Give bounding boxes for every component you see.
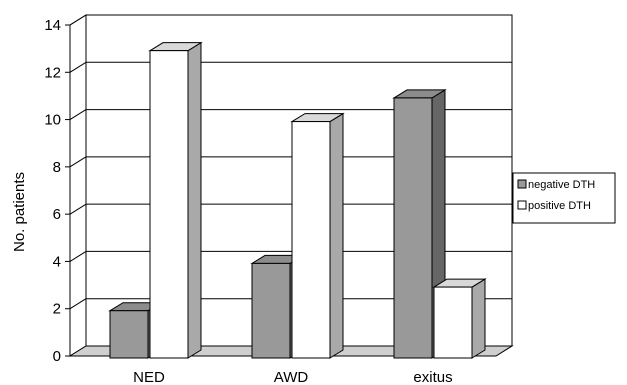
x-tick-labels: NED AWD exitus <box>133 369 452 385</box>
side-wall <box>69 14 87 357</box>
y-tick-label: 6 <box>53 206 61 223</box>
legend-label: negative DTH <box>528 179 595 191</box>
y-tick-label: 12 <box>44 64 61 81</box>
legend-box <box>512 172 616 224</box>
x-tick-label: AWD <box>274 369 309 385</box>
gridline-side <box>69 251 87 262</box>
y-axis-label: No. patients <box>11 172 28 252</box>
axes <box>65 24 71 357</box>
bar-AWD-positive-DTH <box>290 112 345 359</box>
gridline-side <box>69 14 87 26</box>
y-tick-label: 10 <box>44 112 61 129</box>
bar-front <box>109 310 149 359</box>
legend: negative DTH positive DTH <box>512 172 616 224</box>
y-tick-label: 8 <box>53 159 61 176</box>
legend-swatch <box>517 200 527 210</box>
bar-front <box>433 286 473 359</box>
y-tick-label: 0 <box>53 348 61 365</box>
bar-front <box>149 50 189 359</box>
gridline-side <box>69 61 87 73</box>
bars <box>108 41 487 359</box>
y-tick-labels: 0 2 4 6 8 10 12 14 <box>44 17 61 365</box>
bar-exitus-positive-DTH <box>432 278 487 359</box>
bar-front <box>393 97 433 359</box>
y-tick-label: 4 <box>53 253 61 270</box>
gridline-side <box>69 203 87 215</box>
bar-side <box>329 112 344 359</box>
legend-label: positive DTH <box>528 200 591 212</box>
y-tick-label: 14 <box>44 17 61 34</box>
gridline-side <box>69 298 87 310</box>
x-tick-label: exitus <box>413 369 452 385</box>
bar-front <box>291 121 331 359</box>
gridline-side <box>69 109 87 120</box>
x-tick-label: NED <box>133 369 165 385</box>
y-tick-label: 2 <box>53 301 61 318</box>
bar-side <box>187 41 202 359</box>
bar-front <box>251 262 291 359</box>
legend-swatch <box>517 179 527 189</box>
bar-NED-positive-DTH <box>148 41 203 359</box>
bar-side <box>471 278 486 359</box>
gridline-side <box>69 156 87 168</box>
